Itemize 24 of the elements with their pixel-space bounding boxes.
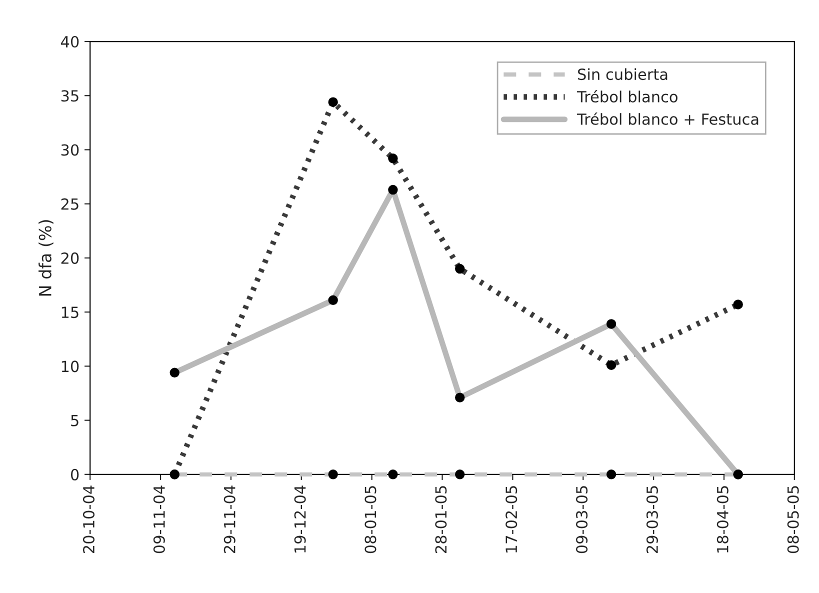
x-tick-label: 09-03-05 bbox=[576, 486, 588, 554]
x-tick-label: 29-03-05 bbox=[646, 486, 658, 554]
y-tick-label: 0 bbox=[70, 468, 79, 480]
legend-label: Sin cubierta bbox=[578, 68, 668, 80]
legend-label: Trébol blanco bbox=[576, 90, 678, 102]
x-tick-label: 09-11-04 bbox=[153, 486, 165, 554]
y-tick-label: 40 bbox=[60, 36, 79, 48]
y-tick-label: 20 bbox=[61, 252, 79, 264]
x-tick-label: 18-04-05 bbox=[716, 486, 728, 552]
y-axis-title: N dfa (%) bbox=[38, 220, 54, 296]
x-tick-label: 20-10-04 bbox=[82, 486, 95, 554]
y-tick-label: 5 bbox=[71, 414, 78, 426]
x-tick-label: 29-11-04 bbox=[224, 486, 236, 554]
y-tick-label: 25 bbox=[61, 198, 78, 210]
y-tick-label: 10 bbox=[62, 360, 79, 372]
x-tick-label: 28-01-05 bbox=[435, 486, 447, 554]
y-tick-label: 15 bbox=[62, 306, 78, 318]
y-tick-label: 30 bbox=[61, 144, 79, 156]
x-tick-label: 17-02-05 bbox=[506, 486, 518, 552]
x-tick-label: 19-12-04 bbox=[294, 486, 306, 552]
x-tick-label: 08-05-05 bbox=[787, 486, 799, 554]
y-tick-label: 35 bbox=[61, 90, 78, 102]
legend-label: Trébol blanco + Festuca bbox=[576, 112, 758, 125]
x-tick-label: 08-01-05 bbox=[364, 486, 376, 554]
